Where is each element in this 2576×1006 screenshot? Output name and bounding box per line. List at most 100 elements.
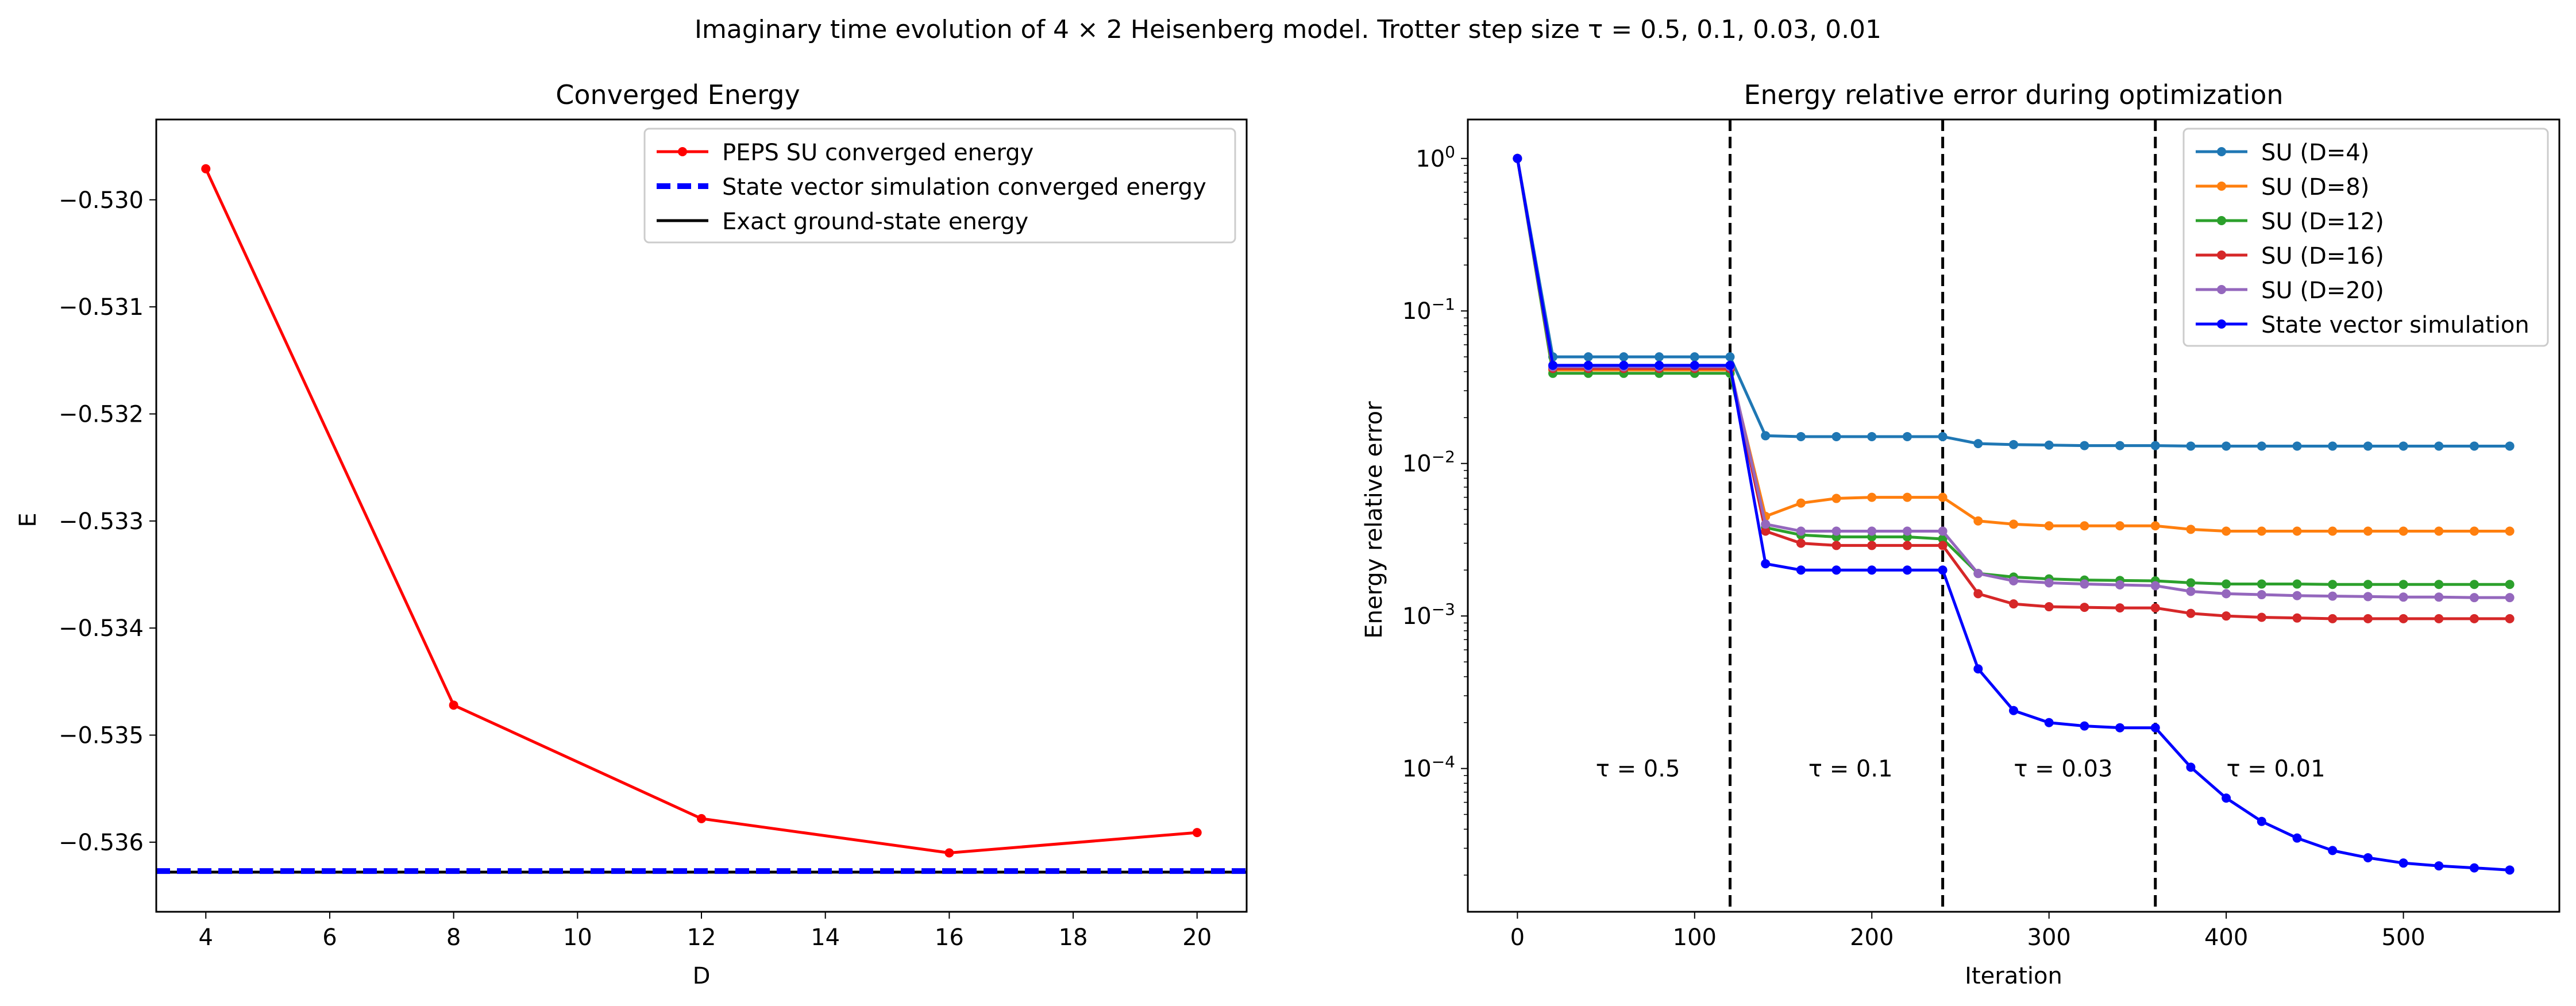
su-d-20-point xyxy=(1973,569,1983,579)
peps-su-point xyxy=(697,814,706,823)
su-d-4-point xyxy=(1761,431,1771,441)
su-d-20-point xyxy=(2363,592,2373,602)
state-vector-simulation-point xyxy=(2363,853,2373,862)
su-d-20-point xyxy=(2115,580,2125,589)
su-d-12-point xyxy=(2328,580,2338,589)
su-d-12-point xyxy=(2398,580,2408,589)
su-d-8-point xyxy=(1938,492,1948,502)
su-d-16-point xyxy=(1796,538,1806,548)
su-d-20-point xyxy=(2434,592,2444,602)
su-d-8-point xyxy=(2115,521,2125,531)
state-vector-simulation-point xyxy=(1513,153,1522,163)
state-vector-simulation-point xyxy=(2222,793,2231,803)
su-d-20-point xyxy=(2292,591,2302,600)
su-d-20-point xyxy=(1938,526,1948,536)
su-d-20-point xyxy=(2257,590,2266,600)
su-d-8-point xyxy=(2150,521,2160,531)
legend-label-exact: Exact ground-state energy xyxy=(722,209,1028,235)
state-vector-simulation-point xyxy=(1796,565,1806,575)
x-tick-label: 14 xyxy=(811,924,840,951)
su-d-4-point xyxy=(2186,441,2196,451)
state-vector-simulation-point xyxy=(1548,360,1558,370)
su-d-4-point xyxy=(1583,352,1593,362)
x-tick-label: 100 xyxy=(1673,924,1717,951)
su-d-16-point xyxy=(1938,541,1948,550)
su-d-4-point xyxy=(2222,441,2231,451)
su-d-8-point xyxy=(2009,519,2018,529)
su-d-12-point xyxy=(2469,580,2479,589)
su-d-16-point xyxy=(2115,603,2125,613)
state-vector-simulation-point xyxy=(1690,360,1699,370)
state-vector-simulation-point xyxy=(1761,559,1771,569)
su-d-12-point xyxy=(2257,579,2266,589)
su-d-16-point xyxy=(1973,589,1983,599)
su-d-16-point xyxy=(1761,526,1771,536)
legend-label-su-d12: SU (D=12) xyxy=(2261,209,2384,235)
x-tick-label: 16 xyxy=(935,924,964,951)
legend-frame xyxy=(2182,128,2549,347)
su-d-16-point xyxy=(2469,614,2479,623)
su-d-8-point xyxy=(2222,526,2231,536)
chart-title-converged-energy: Converged Energy xyxy=(556,79,800,110)
state-vector-simulation-point xyxy=(2328,846,2338,855)
x-tick-label: 300 xyxy=(2027,924,2071,951)
su-d-4-point xyxy=(2257,441,2266,451)
legend-label-su-d20: SU (D=20) xyxy=(2261,277,2384,304)
legend-marker-su-d20 xyxy=(2217,285,2226,294)
legend-left: PEPS SU converged energy State vector si… xyxy=(643,128,1236,244)
y-tick-label: 10−2 xyxy=(1402,448,1455,477)
x-tick-label: 20 xyxy=(1182,924,1212,951)
su-d-4-point xyxy=(2009,440,2018,449)
y-tick-label: −0.531 xyxy=(59,294,144,321)
su-d-16-point xyxy=(2257,612,2266,622)
su-d-16-point xyxy=(2080,603,2089,612)
su-d-20-point xyxy=(1796,526,1806,536)
su-d-20-point xyxy=(1761,519,1771,529)
plot-area-right: 0 100 200 300 400 500 10−4 10−3 10−2 10−1 100 τ = 0… xyxy=(1402,118,2560,951)
su-d-20-point xyxy=(2222,589,2231,599)
x-axis-label-d: D xyxy=(693,963,711,989)
su-d-4-point xyxy=(1655,352,1664,362)
x-tick-label: 4 xyxy=(199,924,213,951)
su-d-4-point xyxy=(1725,352,1735,362)
x-tick-label: 18 xyxy=(1059,924,1088,951)
legend-marker-peps-su xyxy=(678,147,687,156)
peps-su-point xyxy=(201,164,211,174)
su-d-4-point xyxy=(1973,439,1983,449)
su-d-4-point xyxy=(2469,441,2479,451)
state-vector-simulation-point xyxy=(1583,360,1593,370)
y-axis-label-e: E xyxy=(15,512,41,527)
su-d-8-point xyxy=(2186,525,2196,534)
su-d-8-point xyxy=(2398,526,2408,536)
su-d-4-point xyxy=(2115,441,2125,450)
legend-label-peps-su: PEPS SU converged energy xyxy=(722,140,1034,166)
su-d-4-point xyxy=(2505,441,2515,451)
converged-energy-chart: Converged Energy D E 4 6 8 10 12 14 16 18 20 −0.5… xyxy=(15,79,1248,989)
legend-marker-su-d12 xyxy=(2217,216,2226,225)
su-d-16-point xyxy=(2009,599,2018,609)
su-d-20-point xyxy=(2150,581,2160,591)
peps-su-point xyxy=(1192,828,1202,838)
figure-suptitle: Imaginary time evolution of 4 × 2 Heisen… xyxy=(695,15,1881,44)
su-d-12-point xyxy=(1938,534,1948,544)
legend-frame xyxy=(643,128,1236,244)
legend-marker-su-d16 xyxy=(2217,250,2226,260)
su-d-20-point xyxy=(2009,576,2018,585)
tau-annotation: τ = 0.5 xyxy=(1596,756,1680,783)
su-d-20-point xyxy=(1902,526,1912,536)
su-d-8-point xyxy=(2328,526,2338,536)
y-tick-label: 10−1 xyxy=(1402,295,1455,325)
peps-su-line xyxy=(205,168,1197,855)
legend-label-su-d8: SU (D=8) xyxy=(2261,174,2369,201)
su-d-16-point xyxy=(2505,614,2515,623)
state-vector-simulation-point xyxy=(1973,664,1983,674)
su-d-8-point xyxy=(1796,498,1806,508)
x-tick-label: 400 xyxy=(2204,924,2248,951)
tau-annotation: τ = 0.01 xyxy=(2226,756,2325,783)
su-d-20-point xyxy=(2186,587,2196,596)
state-vector-simulation-point xyxy=(1938,565,1948,575)
su-d-16-point xyxy=(1902,541,1912,550)
state-vector-simulation-point xyxy=(2505,865,2515,875)
state-vector-simulation-point xyxy=(1655,360,1664,370)
su-d-4-point xyxy=(1902,431,1912,441)
